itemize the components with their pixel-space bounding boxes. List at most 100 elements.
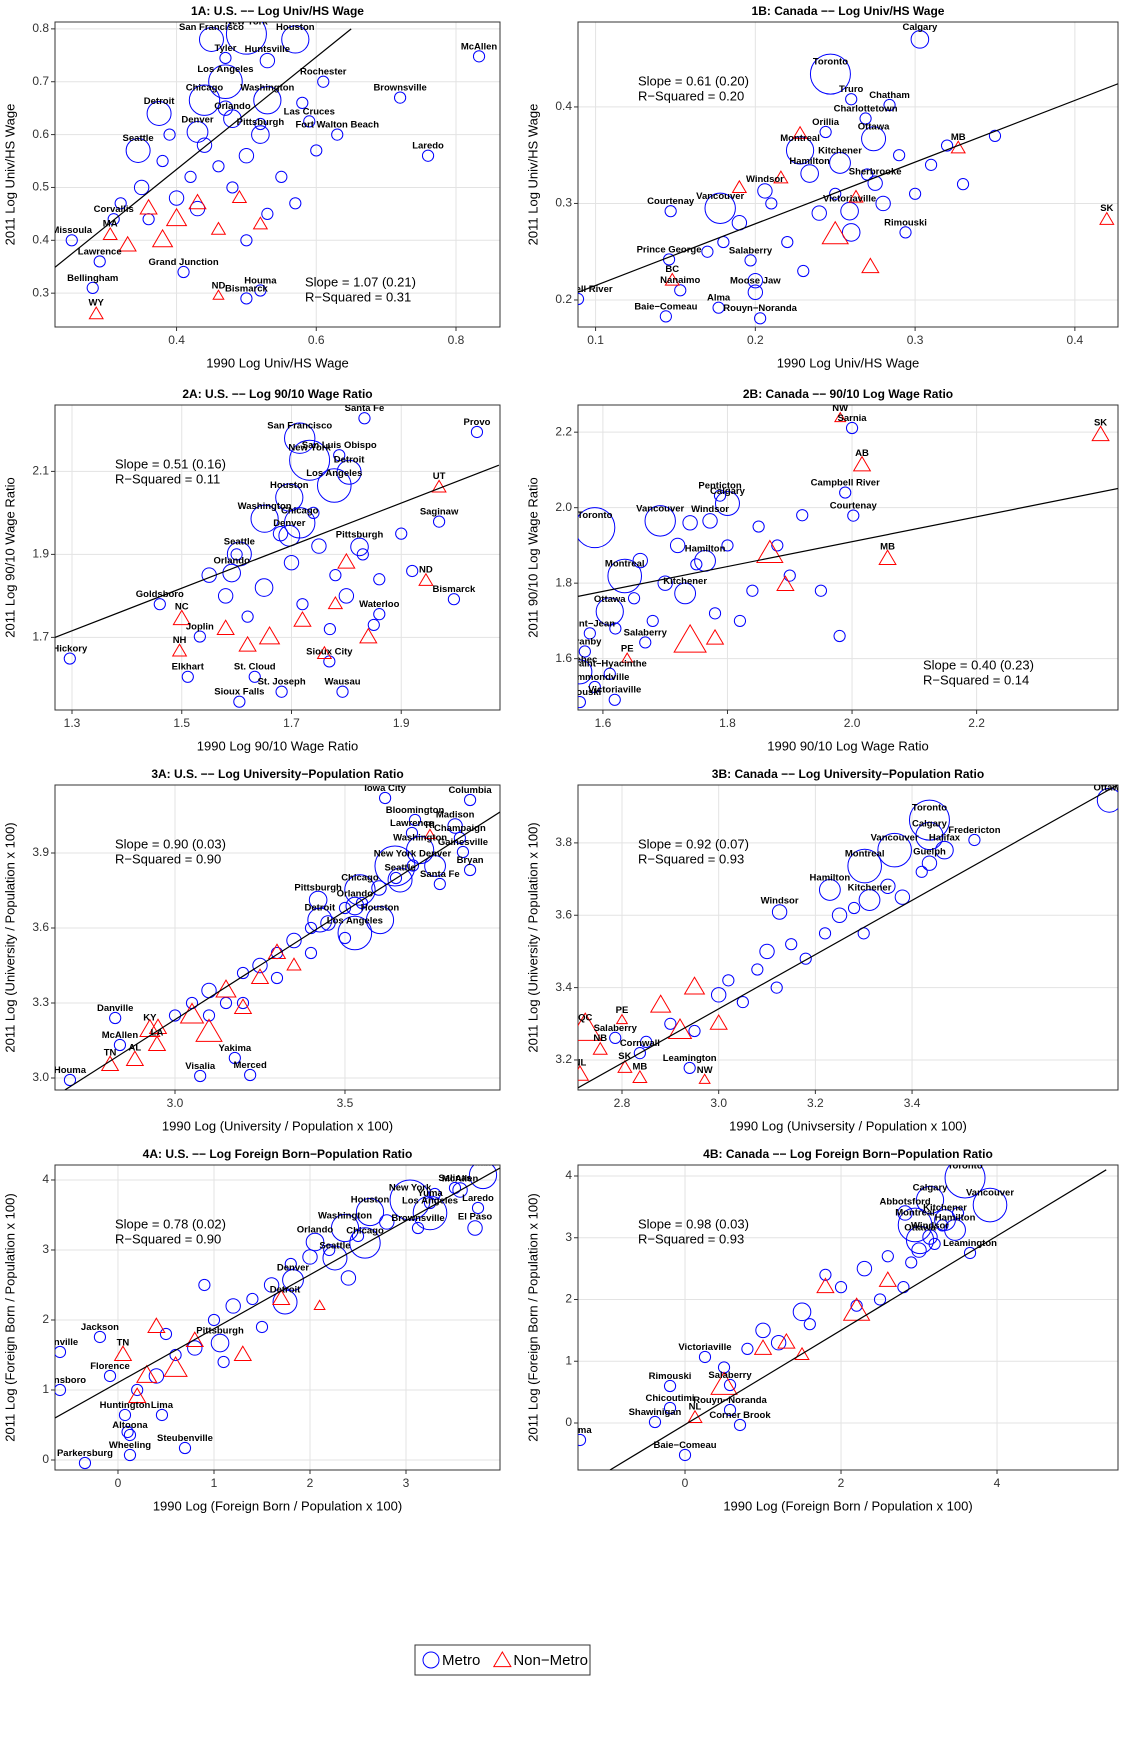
metro-point xyxy=(207,1313,221,1327)
metro-point xyxy=(250,504,279,533)
fit-annotation: R−Squared = 0.90 xyxy=(115,851,221,866)
metro-point xyxy=(432,515,446,528)
metro-point xyxy=(831,907,848,923)
non-metro-point xyxy=(118,235,137,252)
metro-point xyxy=(710,987,727,1003)
metro-point xyxy=(329,569,342,582)
plot-area: Iowa City ColumbiaBloomingtonMadisonLawre… xyxy=(55,785,500,1090)
metro-point xyxy=(365,905,395,935)
non-metro-point xyxy=(667,1018,693,1039)
point-label: Seattle xyxy=(319,1240,350,1251)
non-metro-point xyxy=(179,1002,205,1024)
metro-point xyxy=(123,1448,137,1462)
metro-point xyxy=(873,1293,887,1306)
point-label: NW xyxy=(832,403,848,414)
fit-line xyxy=(578,487,1118,597)
fit-line xyxy=(64,811,500,1090)
panel-title: 1B: Canada −− Log Univ/HS Wage xyxy=(752,4,945,18)
metro-point xyxy=(858,889,881,911)
point-label: Calgary xyxy=(902,22,938,33)
non-metro-point xyxy=(756,539,784,564)
point-label: Calgary xyxy=(710,486,746,497)
metro-point xyxy=(181,670,194,683)
point-label: Saginaw xyxy=(420,507,459,518)
point-label: Washington xyxy=(393,833,447,844)
point-label: Santa Fe xyxy=(345,403,385,414)
metro-point xyxy=(819,125,832,139)
metro-point xyxy=(289,197,302,210)
panel: 1A: U.S. −− Log Univ/HS Wage 0.4 0.6 0.8 0.3… xyxy=(2,4,501,370)
metro-point xyxy=(163,128,176,141)
metro-point xyxy=(845,93,858,106)
metro-point xyxy=(447,593,461,606)
non-metro-point xyxy=(792,125,808,139)
fit-annotation: R−Squared = 0.20 xyxy=(638,88,744,103)
metro-point xyxy=(121,1425,134,1439)
metro-point xyxy=(893,149,906,162)
non-metro-point xyxy=(216,619,235,636)
point-label: Jackson xyxy=(81,1322,119,1333)
metro-point xyxy=(471,1201,485,1215)
metro-point xyxy=(796,509,809,522)
metro-point xyxy=(785,938,798,951)
metro-point xyxy=(701,245,714,258)
metro-point xyxy=(93,1330,107,1344)
plot-frame xyxy=(54,784,501,1091)
metro-point xyxy=(897,1207,933,1243)
metro-point xyxy=(254,578,274,597)
point-label: Altoona xyxy=(112,1420,148,1431)
x-axis-label: 1990 Log (University / Population x 100) xyxy=(162,1118,393,1133)
fit-annotation: Slope = 1.07 (0.21) xyxy=(305,274,416,289)
non-metro-point xyxy=(731,179,748,193)
point-label: Nanaimo xyxy=(660,275,700,286)
point-label: NL xyxy=(689,1401,702,1412)
metro-point xyxy=(296,598,309,611)
x-tick-label: 0.6 xyxy=(308,333,325,347)
metro-point xyxy=(583,627,596,640)
metro-point xyxy=(829,152,851,174)
plot-frame xyxy=(54,404,501,711)
panel: 3B: Canada −− Log University−Population … xyxy=(525,767,1119,1133)
metro-point xyxy=(814,584,828,597)
point-label: Denver xyxy=(273,518,306,529)
metro-point xyxy=(187,1340,203,1356)
metro-point xyxy=(351,1229,365,1243)
non-metro-point xyxy=(313,1299,326,1310)
metro-point xyxy=(880,878,896,895)
point-label: Ottawa xyxy=(904,1222,936,1233)
fit-line xyxy=(55,464,500,638)
metro-point xyxy=(323,655,336,668)
point-label: Laredo xyxy=(412,141,444,152)
point-label: Detroit xyxy=(270,1285,301,1296)
metro-point xyxy=(956,178,970,191)
point-label: Salaberry xyxy=(624,627,668,638)
point-label: New York xyxy=(225,17,268,28)
point-label: Vancouver xyxy=(966,1188,1014,1199)
metro-point xyxy=(159,1327,173,1341)
panel-title: 3A: U.S. −− Log University−Population Ra… xyxy=(151,767,403,781)
metro-point xyxy=(212,160,225,173)
point-label: Bismarck xyxy=(225,283,268,294)
point-label: Yuma xyxy=(417,1188,443,1199)
metro-point xyxy=(86,281,99,294)
metro-point xyxy=(783,569,796,582)
point-label: WY xyxy=(89,298,105,309)
point-label: MB xyxy=(880,542,895,553)
metro-point xyxy=(155,1408,169,1422)
non-metro-point xyxy=(816,1277,835,1294)
metro-point xyxy=(915,865,928,878)
metro-point xyxy=(664,1017,677,1030)
point-label: Courtenay xyxy=(830,501,878,512)
metro-point xyxy=(345,896,365,916)
metro-point xyxy=(875,195,891,212)
metro-point xyxy=(406,564,419,578)
point-label: Saint−Jean xyxy=(565,618,616,629)
metro-point xyxy=(657,575,673,591)
point-label: Detroit xyxy=(305,903,336,914)
point-label: Washington xyxy=(318,1211,372,1222)
point-label: Quebec xyxy=(562,654,597,665)
non-metro-point xyxy=(710,1371,738,1395)
point-label: ND xyxy=(212,281,226,292)
metro-point xyxy=(93,255,106,268)
non-metro-point xyxy=(171,643,188,657)
